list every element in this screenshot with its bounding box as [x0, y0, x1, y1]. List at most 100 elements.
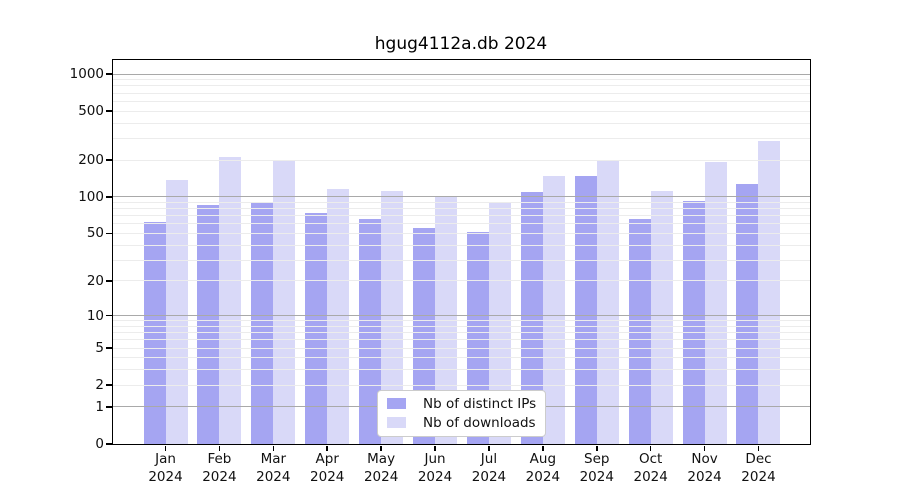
gridline-30 [113, 259, 810, 261]
gridline-50 [113, 232, 810, 234]
y-tick-0 [106, 443, 112, 445]
bar-feb-distinct-ips [197, 205, 220, 444]
x-tick-label-jan: Jan 2024 [148, 451, 183, 485]
legend-label-distinct-ips: Nb of distinct IPs [423, 395, 537, 412]
y-tick-5 [106, 347, 112, 349]
x-tick-apr [326, 445, 328, 451]
gridline-9 [113, 320, 810, 322]
x-tick-feb [218, 445, 221, 451]
bar-may-distinct-ips [359, 218, 382, 444]
x-tick-dec [757, 445, 760, 451]
gridline-100 [113, 196, 810, 198]
x-tick-label-jun: Jun 2024 [417, 451, 453, 485]
y-tick-label-100: 100 [78, 188, 104, 205]
gridline-500 [113, 110, 810, 112]
gridline-40 [113, 244, 810, 246]
gridline-80 [113, 208, 810, 210]
legend-label-downloads: Nb of downloads [423, 414, 536, 431]
gridline-5 [113, 347, 810, 349]
bar-aug-distinct-ips [520, 191, 543, 444]
x-tick-label-feb: Feb 2024 [202, 451, 237, 485]
y-tick-10 [106, 314, 112, 317]
x-tick-label-nov: Nov 2024 [687, 451, 722, 485]
y-tick-200 [106, 159, 112, 161]
gridline-90 [113, 201, 810, 203]
y-tick-label-1: 1 [95, 398, 104, 415]
x-tick-jan [164, 445, 167, 451]
bar-dec-distinct-ips [736, 183, 759, 444]
gridline-600 [113, 100, 810, 102]
bar-apr-distinct-ips [305, 212, 328, 444]
gridline-6 [113, 339, 810, 341]
plot-area: Nb of distinct IPs Nb of downloads Jan 20… [70, 59, 811, 485]
x-tick-label-mar: Mar 2024 [256, 451, 291, 485]
bar-dec-downloads [758, 140, 781, 444]
x-tick-jun [434, 445, 436, 451]
bar-jan-downloads [165, 179, 188, 444]
gridline-1000 [113, 73, 810, 75]
bar-apr-downloads [327, 188, 350, 444]
x-tick-label-apr: Apr 2024 [310, 451, 345, 485]
gridline-300 [113, 137, 810, 139]
gridline-8 [113, 325, 810, 327]
x-tick-label-oct: Oct 2024 [633, 451, 668, 485]
bar-sep-distinct-ips [574, 176, 597, 444]
bar-feb-downloads [219, 156, 242, 444]
x-tick-label-aug: Aug 2024 [525, 451, 561, 485]
x-tick-jul [488, 445, 490, 451]
y-tick-label-10: 10 [86, 307, 104, 324]
bar-aug-downloads [542, 175, 565, 444]
bar-mar-downloads [273, 160, 296, 444]
x-tick-may [380, 445, 382, 451]
legend: Nb of distinct IPs Nb of downloads [377, 390, 547, 437]
x-tick-sep [596, 445, 598, 451]
y-tick-label-50: 50 [86, 225, 104, 242]
gridline-4 [113, 357, 810, 359]
y-tick-100 [106, 196, 112, 198]
x-tick-oct [649, 445, 652, 451]
gridline-10 [113, 315, 810, 317]
chart-title: hgug4112a.db 2024 [374, 34, 548, 54]
x-tick-nov [703, 445, 706, 451]
y-tick-1 [106, 406, 112, 408]
x-tick-label-sep: Sep 2024 [579, 451, 614, 485]
y-tick-1000 [106, 73, 112, 75]
gridline-7 [113, 332, 810, 334]
bar-may-downloads [381, 190, 404, 444]
gridline-70 [113, 215, 810, 217]
legend-swatch-downloads [387, 417, 406, 428]
gridline-900 [113, 79, 810, 81]
y-tick-label-500: 500 [78, 103, 104, 120]
bar-nov-distinct-ips [682, 200, 705, 444]
y-tick-2 [106, 384, 112, 386]
y-tick-label-20: 20 [86, 272, 104, 289]
y-tick-50 [106, 232, 112, 235]
gridline-2 [113, 384, 810, 386]
legend-swatch-distinct-ips [387, 398, 406, 409]
gridline-400 [113, 122, 810, 124]
x-tick-aug [542, 445, 544, 451]
legend-item-distinct-ips: Nb of distinct IPs [387, 395, 536, 412]
gridline-200 [113, 159, 810, 161]
gridline-3 [113, 369, 810, 371]
x-tick-label-jul: Jul 2024 [471, 451, 507, 485]
bar-mar-distinct-ips [251, 202, 274, 444]
y-tick-label-2: 2 [95, 377, 104, 394]
y-tick-label-5: 5 [95, 340, 104, 357]
y-tick-label-1000: 1000 [69, 66, 104, 83]
bar-oct-downloads [650, 190, 673, 444]
y-tick-20 [106, 280, 112, 282]
bar-jul-downloads [488, 203, 511, 444]
bar-oct-distinct-ips [628, 218, 651, 444]
bar-sep-downloads [596, 160, 619, 444]
gridline-700 [113, 92, 810, 94]
x-tick-mar [272, 445, 275, 451]
gridline-60 [113, 223, 810, 225]
gridline-20 [113, 280, 810, 282]
gridline-800 [113, 85, 810, 87]
bar-nov-downloads [704, 161, 727, 444]
y-tick-label-0: 0 [95, 436, 104, 452]
x-tick-label-may: May 2024 [363, 451, 399, 485]
legend-item-downloads: Nb of downloads [387, 414, 536, 431]
